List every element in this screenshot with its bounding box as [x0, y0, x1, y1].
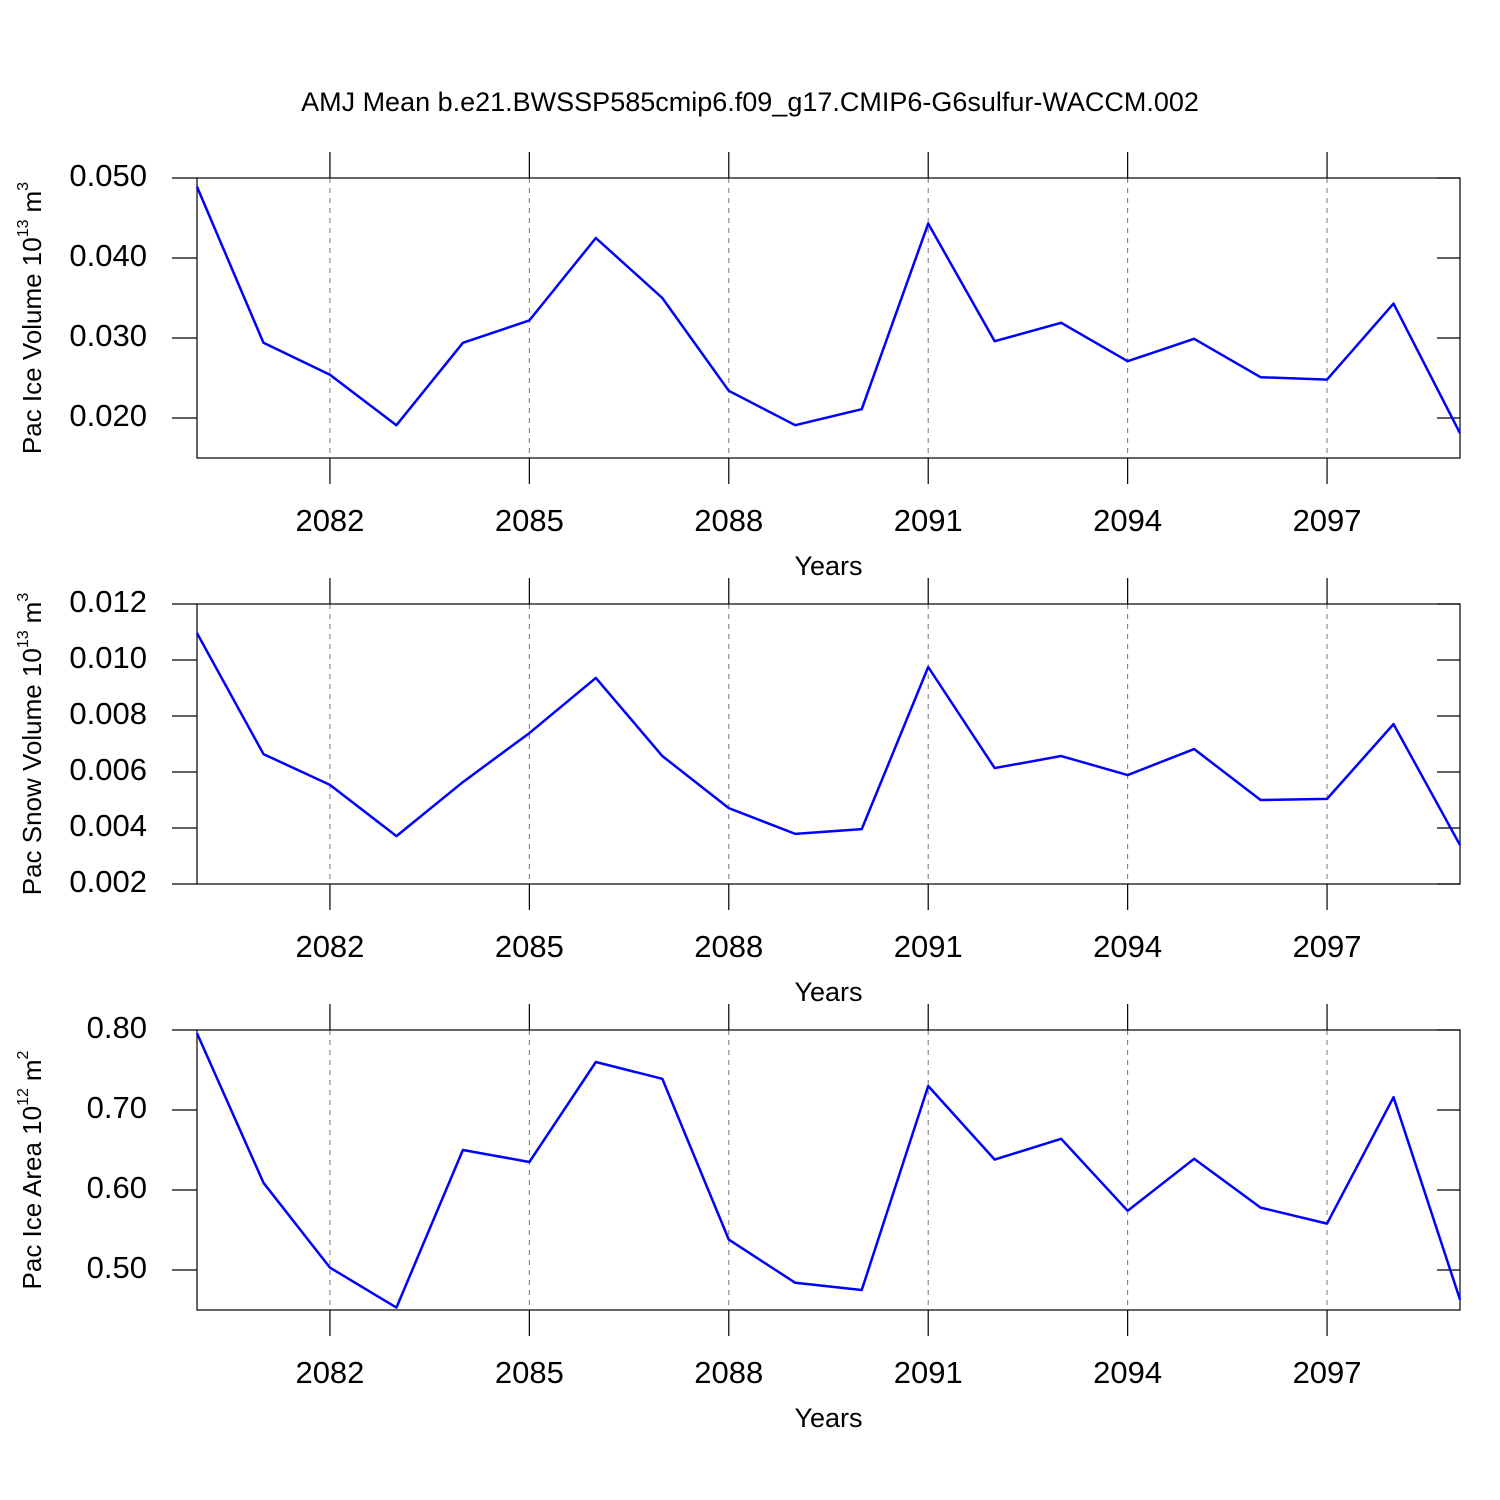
x-tick-label: 2085 — [495, 1355, 564, 1390]
x-tick-label: 2082 — [295, 929, 364, 964]
x-tick-label: 2088 — [694, 503, 763, 538]
y-axis-label-sup: 13 — [15, 630, 32, 648]
y-axis-label-part: Pac Ice Area 10 — [17, 1106, 47, 1290]
y-axis-label-part: Pac Ice Volume 10 — [17, 237, 47, 454]
figure-title: AMJ Mean b.e21.BWSSP585cmip6.f09_g17.CMI… — [301, 87, 1199, 117]
x-tick-label: 2088 — [694, 1355, 763, 1390]
y-axis-label-sup: 3 — [15, 182, 32, 191]
data-line — [195, 632, 1462, 846]
data-line — [195, 1032, 1462, 1309]
x-tick-label: 2097 — [1293, 929, 1362, 964]
x-axis-label: Years — [794, 1403, 862, 1433]
y-tick-label: 0.006 — [69, 752, 147, 787]
y-tick-label: 0.002 — [69, 864, 147, 899]
x-tick-label: 2082 — [295, 503, 364, 538]
data-line — [195, 186, 1462, 434]
y-axis-label-part: m — [17, 191, 47, 213]
x-tick-label: 2082 — [295, 1355, 364, 1390]
y-axis-label-sup: 13 — [15, 219, 32, 237]
x-tick-label: 2094 — [1093, 503, 1162, 538]
x-tick-label: 2088 — [694, 929, 763, 964]
x-tick-label: 2085 — [495, 503, 564, 538]
y-tick-label: 0.50 — [87, 1250, 147, 1285]
x-tick-label: 2094 — [1093, 929, 1162, 964]
y-tick-label: 0.030 — [69, 318, 147, 353]
y-tick-label: 0.004 — [69, 808, 147, 843]
x-tick-label: 2091 — [894, 929, 963, 964]
x-tick-label: 2097 — [1293, 1355, 1362, 1390]
y-axis-label-part: m — [17, 1059, 47, 1081]
y-axis-label-part: Pac Snow Volume 10 — [17, 648, 47, 895]
x-tick-label: 2085 — [495, 929, 564, 964]
plot-frame — [196, 177, 1461, 459]
y-tick-label: 0.010 — [69, 640, 147, 675]
y-axis-label-part: m — [17, 602, 47, 624]
x-tick-label: 2091 — [894, 503, 963, 538]
y-axis-label: Pac Ice Area 1012 m2 — [15, 1050, 47, 1289]
y-tick-label: 0.008 — [69, 696, 147, 731]
plot-frame — [196, 1029, 1461, 1311]
y-tick-label: 0.70 — [87, 1090, 147, 1125]
y-axis-label: Pac Ice Volume 1013 m3 — [15, 182, 47, 454]
x-tick-label: 2091 — [894, 1355, 963, 1390]
y-tick-label: 0.020 — [69, 398, 147, 433]
y-tick-label: 0.60 — [87, 1170, 147, 1205]
y-tick-label: 0.012 — [69, 584, 147, 619]
y-tick-label: 0.050 — [69, 158, 147, 193]
x-tick-label: 2094 — [1093, 1355, 1162, 1390]
y-axis-label-sup: 2 — [15, 1050, 32, 1059]
y-axis-label-sup: 12 — [15, 1088, 32, 1106]
y-tick-label: 0.040 — [69, 238, 147, 273]
y-axis-label-sup: 3 — [15, 593, 32, 602]
y-tick-label: 0.80 — [87, 1010, 147, 1045]
x-tick-label: 2097 — [1293, 503, 1362, 538]
y-axis-label: Pac Snow Volume 1013 m3 — [15, 593, 47, 896]
x-axis-label: Years — [794, 551, 862, 581]
x-axis-label: Years — [794, 977, 862, 1007]
plot-frame — [196, 603, 1461, 885]
